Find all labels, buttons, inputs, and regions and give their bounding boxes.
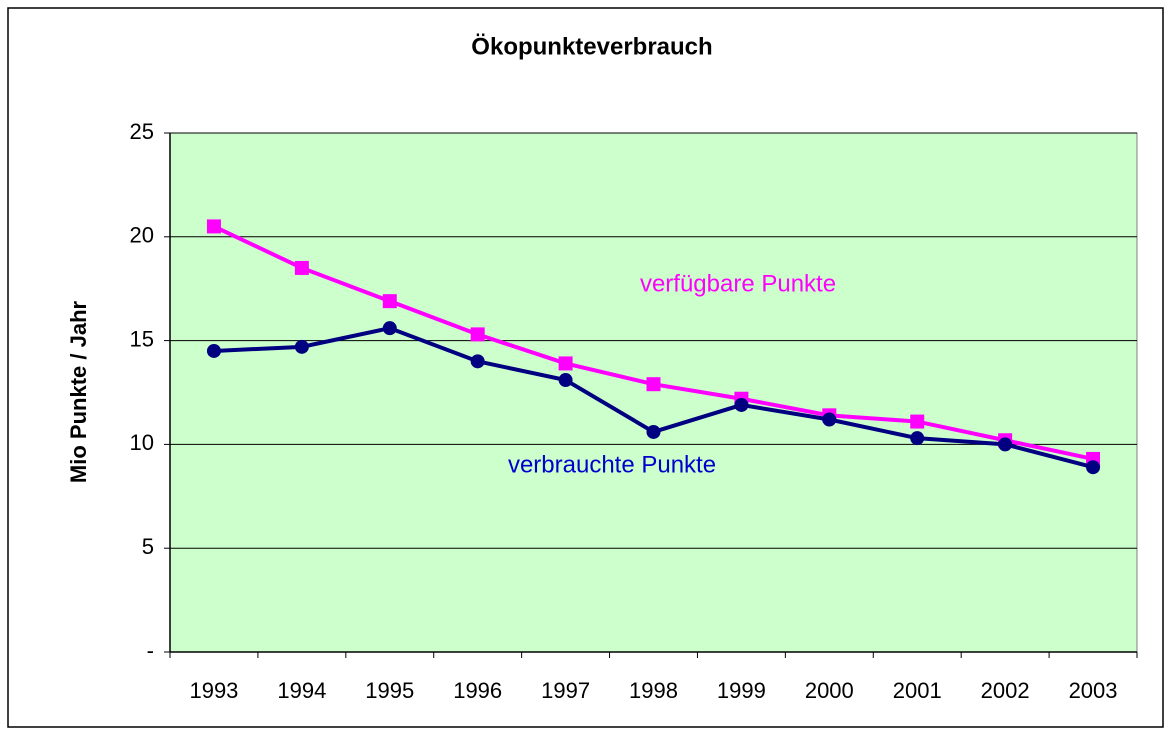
x-tick-label: 2003 <box>1069 678 1118 703</box>
series-label: verfügbare Punkte <box>640 270 836 297</box>
x-tick-label: 1999 <box>717 678 766 703</box>
marker <box>998 437 1013 452</box>
y-tick-label: 15 <box>130 326 154 351</box>
marker <box>822 412 837 427</box>
x-tick-label: 2002 <box>981 678 1030 703</box>
x-tick-label: 1994 <box>277 678 326 703</box>
marker <box>470 327 485 342</box>
marker <box>1086 460 1101 475</box>
x-tick-label: 2000 <box>805 678 854 703</box>
series-label: verbrauchte Punkte <box>508 451 716 478</box>
y-tick-label: - <box>147 638 154 663</box>
marker <box>382 321 397 336</box>
y-tick-label: 10 <box>130 430 154 455</box>
plot-area <box>169 132 1138 653</box>
chart-title: Ökopunkteverbrauch <box>471 33 712 60</box>
x-tick-label: 1995 <box>365 678 414 703</box>
y-tick-label: 25 <box>130 119 154 144</box>
x-tick-label: 2001 <box>893 678 942 703</box>
marker <box>910 431 925 446</box>
marker <box>294 339 309 354</box>
marker <box>558 356 573 371</box>
marker <box>734 397 749 412</box>
marker <box>206 219 221 234</box>
marker <box>558 373 573 388</box>
marker <box>646 424 661 439</box>
x-tick-label: 1997 <box>541 678 590 703</box>
marker <box>910 414 925 429</box>
marker <box>206 343 221 358</box>
marker <box>470 354 485 369</box>
y-tick-label: 5 <box>142 534 154 559</box>
x-tick-label: 1993 <box>189 678 238 703</box>
marker <box>294 260 309 275</box>
x-tick-label: 1998 <box>629 678 678 703</box>
y-tick-label: 20 <box>130 223 154 248</box>
marker <box>646 377 661 392</box>
y-axis-label: Mio Punkte / Jahr <box>66 300 91 483</box>
x-tick-label: 1996 <box>453 678 502 703</box>
marker <box>382 294 397 309</box>
